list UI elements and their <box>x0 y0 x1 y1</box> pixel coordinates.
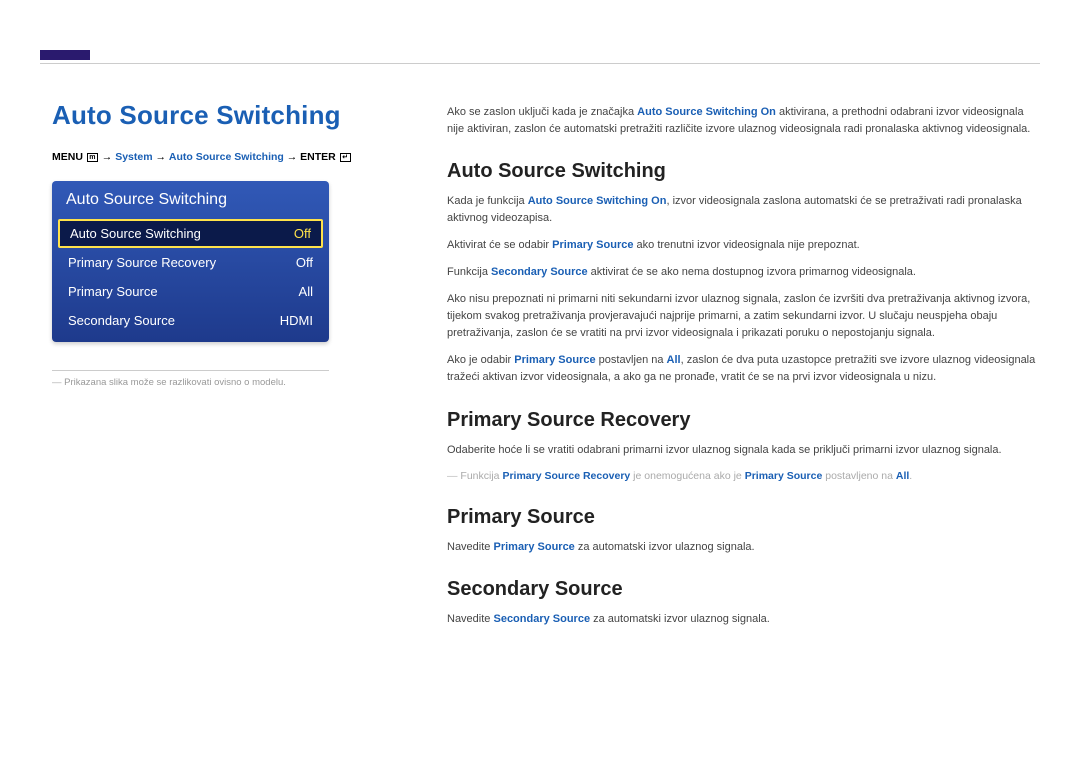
paragraph: Navedite Primary Source za automatski iz… <box>447 539 1037 556</box>
menu-item-value: HDMI <box>280 313 313 328</box>
menu-item-label: Secondary Source <box>68 313 175 328</box>
menu-panel: Auto Source Switching Auto Source Switch… <box>52 181 329 342</box>
divider <box>52 370 329 371</box>
emphasis: Primary Source <box>552 239 633 251</box>
emphasis: Secondary Source <box>493 613 590 625</box>
heading-auto-source-switching: Auto Source Switching <box>447 160 1037 183</box>
left-column: Auto Source Switching MENU m → System → … <box>52 100 352 388</box>
text: je onemogućena ako je <box>630 470 744 482</box>
menu-item-auto-source-switching[interactable]: Auto Source Switching Off <box>58 219 323 248</box>
enter-icon: ↵ <box>340 153 351 162</box>
heading-secondary-source: Secondary Source <box>447 578 1037 601</box>
emphasis: All <box>667 354 681 366</box>
emphasis: Auto Source Switching On <box>528 195 667 207</box>
corner-accent <box>40 50 90 60</box>
footnote: Prikazana slika može se razlikovati ovis… <box>52 377 352 388</box>
text: ako trenutni izvor videosignala nije pre… <box>633 239 859 251</box>
text: Navedite <box>447 541 493 553</box>
menu-item-value: Off <box>296 255 313 270</box>
menu-item-label: Primary Source <box>68 284 158 299</box>
menu-header: Auto Source Switching <box>52 181 329 219</box>
emphasis: Primary Source <box>493 541 574 553</box>
arrow-icon: → <box>155 151 168 163</box>
menu-item-label: Auto Source Switching <box>70 226 201 241</box>
paragraph: Navedite Secondary Source za automatski … <box>447 611 1037 628</box>
text: Ako je odabir <box>447 354 514 366</box>
note: Funkcija Primary Source Recovery je onem… <box>447 469 1037 485</box>
heading-primary-source-recovery: Primary Source Recovery <box>447 409 1037 432</box>
text: postavljeno na <box>822 470 896 482</box>
breadcrumb-system: System <box>115 151 152 163</box>
paragraph: Aktivirat će se odabir Primary Source ak… <box>447 237 1037 254</box>
menu-icon: m <box>87 153 98 162</box>
menu-item-secondary-source[interactable]: Secondary Source HDMI <box>52 306 329 342</box>
heading-primary-source: Primary Source <box>447 506 1037 529</box>
text: . <box>909 470 912 482</box>
paragraph: Funkcija Secondary Source aktivirat će s… <box>447 264 1037 281</box>
emphasis: Auto Source Switching On <box>637 106 776 118</box>
page-title: Auto Source Switching <box>52 100 352 131</box>
menu-item-primary-source-recovery[interactable]: Primary Source Recovery Off <box>52 248 329 277</box>
menu-item-value: All <box>299 284 313 299</box>
breadcrumb-menu: MENU <box>52 151 83 163</box>
menu-item-label: Primary Source Recovery <box>68 255 216 270</box>
emphasis: Primary Source <box>514 354 595 366</box>
intro-paragraph: Ako se zaslon uključi kada je značajka A… <box>447 104 1037 138</box>
text: Ako se zaslon uključi kada je značajka <box>447 106 637 118</box>
arrow-icon: → <box>102 151 115 163</box>
paragraph: Ako nisu prepoznati ni primarni niti sek… <box>447 291 1037 342</box>
arrow-icon: → <box>287 151 300 163</box>
menu-item-value: Off <box>294 226 311 241</box>
menu-item-primary-source[interactable]: Primary Source All <box>52 277 329 306</box>
right-column: Ako se zaslon uključi kada je značajka A… <box>447 104 1037 638</box>
breadcrumb-enter: ENTER <box>300 151 336 163</box>
text: Funkcija <box>460 470 502 482</box>
breadcrumb-feature: Auto Source Switching <box>169 151 284 163</box>
text: postavljen na <box>596 354 667 366</box>
paragraph: Ako je odabir Primary Source postavljen … <box>447 352 1037 386</box>
paragraph: Kada je funkcija Auto Source Switching O… <box>447 193 1037 227</box>
top-rule <box>40 63 1040 64</box>
text: Funkcija <box>447 266 491 278</box>
text: aktivirat će se ako nema dostupnog izvor… <box>588 266 916 278</box>
text: za automatski izvor ulaznog signala. <box>590 613 770 625</box>
text: Navedite <box>447 613 493 625</box>
emphasis: Secondary Source <box>491 266 588 278</box>
emphasis: Primary Source <box>745 470 823 482</box>
breadcrumb: MENU m → System → Auto Source Switching … <box>52 151 352 163</box>
paragraph: Odaberite hoće li se vratiti odabrani pr… <box>447 442 1037 459</box>
emphasis: All <box>896 470 909 482</box>
emphasis: Primary Source Recovery <box>502 470 630 482</box>
text: za automatski izvor ulaznog signala. <box>575 541 755 553</box>
text: Kada je funkcija <box>447 195 528 207</box>
text: Aktivirat će se odabir <box>447 239 552 251</box>
